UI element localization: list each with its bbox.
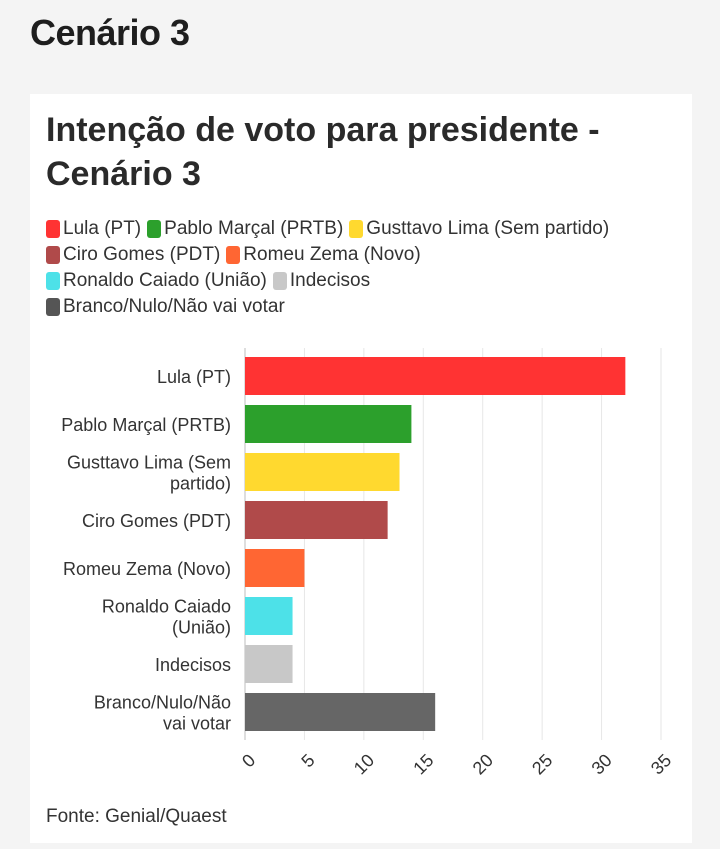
category-label: Branco/Nulo/Não: [94, 693, 231, 713]
x-tick-label: 5: [297, 750, 318, 771]
legend-label: Indecisos: [289, 270, 371, 291]
category-label: Indecisos: [155, 655, 231, 675]
bar[interactable]: [245, 549, 305, 587]
legend-item[interactable]: Pablo Marçal (PRTB): [147, 218, 343, 240]
bar-chart: Lula (PT) Pablo Marçal (PRTB) Gusttavo Lim…: [61, 348, 675, 778]
legend-swatch: [46, 220, 60, 238]
chart-card: Intenção de voto para presidente - Cenár…: [30, 94, 692, 843]
legend-swatch: [46, 246, 60, 264]
page-heading: Cenário 3: [30, 12, 190, 53]
category-label: vai votar: [163, 714, 231, 734]
category-label: Romeu Zema (Novo): [63, 559, 231, 579]
bar[interactable]: [245, 453, 400, 491]
bar[interactable]: [245, 501, 388, 539]
category-label: Gusttavo Lima (Sem: [67, 453, 231, 473]
x-tick-label: 0: [238, 750, 259, 771]
legend-swatch: [349, 220, 364, 238]
legend-row: Branco/Nulo/Não vai votar: [46, 294, 686, 320]
bar[interactable]: [245, 357, 626, 395]
category-label: Ciro Gomes (PDT): [82, 511, 231, 531]
category-label: partido): [170, 474, 231, 494]
bar[interactable]: [245, 693, 436, 731]
x-tick-label: 10: [350, 750, 378, 778]
legend-label: Ronaldo Caiado (União): [63, 270, 267, 291]
legend-item[interactable]: Branco/Nulo/Não vai votar: [46, 296, 285, 318]
category-label: (União): [172, 618, 231, 638]
legend-label: Pablo Marçal (PRTB): [164, 218, 344, 239]
legend-item[interactable]: Gusttavo Lima (Sem partido): [349, 218, 609, 240]
legend-row: Ciro Gomes (PDT) Romeu Zema (Novo): [46, 242, 686, 268]
x-tick-label: 30: [588, 750, 616, 778]
x-tick-label: 35: [647, 750, 675, 778]
legend-row: Lula (PT) Pablo Marçal (PRTB) Gusttavo Lim…: [46, 216, 686, 242]
legend-item[interactable]: Romeu Zema (Novo): [226, 244, 421, 266]
category-label: Ronaldo Caiado: [102, 597, 231, 617]
legend-item[interactable]: Ciro Gomes (PDT): [46, 244, 220, 266]
bar[interactable]: [245, 597, 293, 635]
legend-row: Ronaldo Caiado (União) Indecisos: [46, 268, 686, 294]
x-tick-label: 25: [528, 750, 556, 778]
legend-item[interactable]: Lula (PT): [46, 218, 141, 240]
legend-item[interactable]: Indecisos: [272, 270, 371, 292]
legend-label: Gusttavo Lima (Sem partido): [366, 218, 610, 239]
chart-source: Fonte: Genial/Quaest: [46, 806, 227, 827]
legend-swatch: [147, 220, 162, 238]
legend-swatch: [272, 272, 287, 290]
bar[interactable]: [245, 645, 293, 683]
chart-legend: Lula (PT) Pablo Marçal (PRTB) Gusttavo Lim…: [46, 216, 686, 320]
legend-item[interactable]: Ronaldo Caiado (União): [46, 270, 267, 292]
category-label: Pablo Marçal (PRTB): [61, 415, 231, 435]
legend-swatch: [226, 246, 241, 264]
chart-title: Intenção de voto para presidente - Cenár…: [46, 111, 600, 193]
legend-label: Branco/Nulo/Não vai votar: [63, 296, 285, 317]
x-tick-label: 15: [409, 750, 437, 778]
legend-label: Lula (PT): [63, 218, 142, 239]
category-label: Lula (PT): [157, 367, 231, 387]
legend-label: Romeu Zema (Novo): [243, 244, 421, 265]
legend-swatch: [46, 272, 60, 290]
bar[interactable]: [245, 405, 412, 443]
legend-label: Ciro Gomes (PDT): [63, 244, 221, 265]
x-tick-label: 20: [469, 750, 497, 778]
legend-swatch: [46, 298, 60, 316]
